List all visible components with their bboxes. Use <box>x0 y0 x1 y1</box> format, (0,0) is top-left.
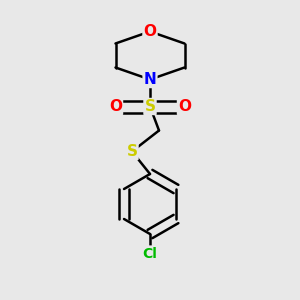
Text: O: O <box>178 99 191 114</box>
Text: O: O <box>109 99 122 114</box>
Text: Cl: Cl <box>142 247 158 260</box>
Text: S: S <box>145 99 155 114</box>
Text: N: N <box>144 72 156 87</box>
Text: O: O <box>143 24 157 39</box>
Text: S: S <box>127 144 137 159</box>
